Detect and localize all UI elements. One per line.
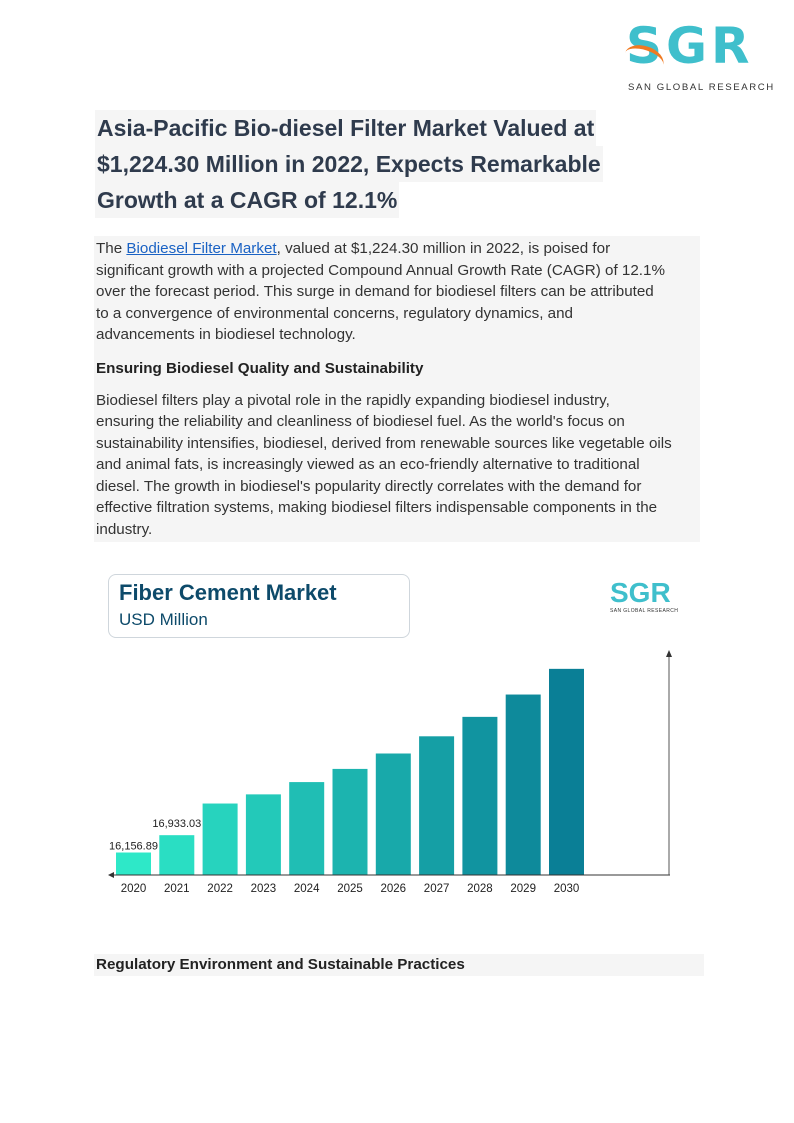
x-tick-label: 2023	[251, 883, 277, 895]
bar-2021	[159, 835, 195, 875]
bar-2026	[375, 753, 411, 875]
logo-subtitle: SAN GLOBAL RESEARCH	[628, 82, 775, 93]
chart-title-box: Fiber Cement Market USD Million	[108, 574, 410, 638]
x-tick-label: 2030	[554, 883, 580, 895]
chart-logo-letters: SGR	[610, 577, 671, 608]
text-line: significant growth with a projected Comp…	[96, 261, 665, 279]
y-axis-arrow-icon	[666, 650, 672, 657]
x-tick-label: 2026	[381, 883, 407, 895]
x-axis-arrow-icon	[108, 872, 114, 878]
chart-title: Fiber Cement Market	[119, 580, 337, 605]
bar-2027	[419, 736, 455, 875]
x-tick-label: 2024	[294, 883, 320, 895]
bar-2020	[116, 852, 151, 875]
x-tick-label: 2028	[467, 883, 493, 895]
bar-2025	[332, 768, 368, 875]
x-tick-label: 2027	[424, 883, 450, 895]
text-line: advancements in biodiesel technology.	[96, 326, 356, 343]
sgr-logo: SGR SAN GLOBAL RESEARCH	[620, 16, 782, 98]
text-line: Biodiesel filters play a pivotal role in…	[96, 391, 610, 409]
section-heading: Regulatory Environment and Sustainable P…	[94, 954, 704, 976]
text-line: The Biodiesel Filter Market, valued at $…	[96, 238, 698, 260]
title-line: Growth at a CAGR of 12.1%	[95, 182, 400, 218]
chart-subtitle: USD Million	[119, 610, 208, 629]
intro-first-line-rest: , valued at $1,224.30 million in 2022, i…	[276, 240, 611, 257]
section-heading: Ensuring Biodiesel Quality and Sustainab…	[96, 359, 424, 377]
x-tick-label: 2022	[207, 883, 233, 895]
bar-2029	[505, 694, 541, 875]
x-tick-label: 2020	[121, 883, 147, 895]
intro-prefix: The	[96, 240, 127, 257]
text-line: sustainability intensifies, biodiesel, d…	[96, 434, 672, 452]
text-line: to a convergence of environmental concer…	[96, 304, 573, 322]
text-line: diesel. The growth in biodiesel's popula…	[96, 477, 642, 495]
bar-2024	[289, 782, 325, 875]
bar-2028	[462, 716, 498, 875]
title-line: $1,224.30 Million in 2022, Expects Remar…	[95, 146, 603, 182]
text-line: effective filtration systems, making bio…	[96, 499, 658, 516]
text-line: ensuring the reliability and cleanliness…	[96, 413, 625, 430]
x-tick-label: 2021	[164, 883, 190, 895]
market-chart: Fiber Cement Market USD Million SGR SAN …	[90, 560, 700, 900]
biodiesel-filter-market-link[interactable]: Biodiesel Filter Market	[126, 240, 277, 257]
chart-logo-subtitle: SAN GLOBAL RESEARCH	[610, 608, 679, 614]
x-tick-label: 2025	[337, 883, 363, 895]
x-tick-label: 2029	[510, 883, 536, 895]
bar-2030	[549, 668, 584, 875]
data-label: 16,933.03	[152, 818, 201, 830]
intro-paragraph: The Biodiesel Filter Market, valued at $…	[94, 236, 700, 348]
data-label: 16,156.89	[109, 841, 158, 853]
text-line: industry.	[96, 520, 153, 538]
title-line: Asia-Pacific Bio-diesel Filter Market Va…	[95, 110, 597, 146]
logo-letters: SGR	[626, 17, 754, 75]
article-body: The Biodiesel Filter Market, valued at $…	[94, 236, 700, 542]
text-line: over the forecast period. This surge in …	[96, 283, 654, 300]
bar-chart: 2020 16,156.89 2021 16,933.03 2022 2023 2024 20…	[108, 650, 672, 895]
text-line: and animal fats, is increasingly viewed …	[96, 456, 640, 473]
section-paragraph: Biodiesel filters play a pivotal role in…	[94, 388, 700, 543]
bar-2023	[245, 794, 281, 875]
bar-2022	[202, 803, 238, 875]
page-title: Asia-Pacific Bio-diesel Filter Market Va…	[95, 110, 603, 218]
chart-logo: SGR SAN GLOBAL RESEARCH	[610, 578, 690, 622]
